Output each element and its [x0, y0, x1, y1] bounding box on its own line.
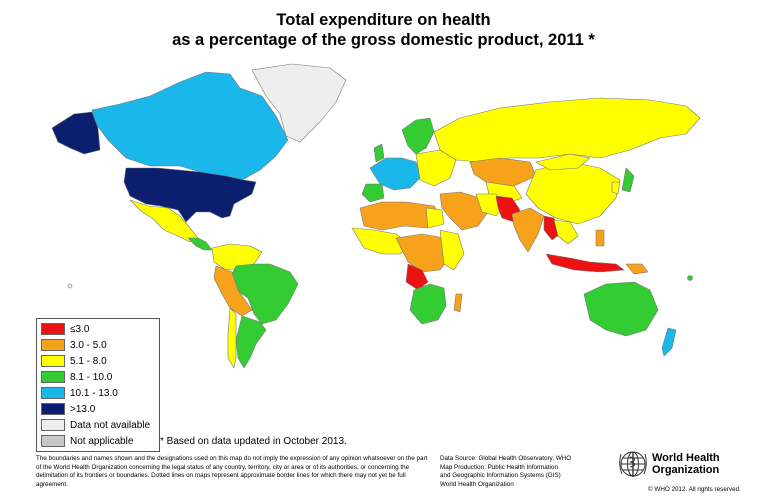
legend-swatch-not-applicable — [41, 435, 65, 447]
region-egypt — [425, 207, 445, 229]
region-southeast-asia — [553, 219, 579, 245]
legend-label-gt13: >13.0 — [70, 404, 96, 415]
region-canada — [91, 71, 289, 181]
region-middle-east — [439, 191, 489, 231]
map-title-line2: as a percentage of the gross domestic pr… — [172, 31, 595, 49]
region-russia — [433, 97, 701, 163]
region-east-africa — [439, 229, 465, 271]
data-update-footnote: * Based on data updated in October 2013. — [160, 436, 347, 447]
map-legend: ≤3.0 3.0 - 5.0 5.1 - 8.0 8.1 - 10.0 10.1… — [36, 318, 160, 452]
region-drc — [405, 263, 429, 291]
legend-swatch-10-13 — [41, 387, 65, 399]
source-line3: and Geographic Information Systems (GIS) — [440, 472, 561, 479]
legend-item-not-applicable: Not applicable — [41, 434, 157, 449]
legend-item-le3: ≤3.0 — [41, 322, 157, 337]
region-southern-africa — [409, 283, 447, 325]
legend-item-10-13: 10.1 - 13.0 — [41, 386, 157, 401]
legend-label-8-10: 8.1 - 10.0 — [70, 372, 113, 383]
region-iberia — [361, 183, 385, 203]
source-line2: Map Production: Public Health Informatio… — [440, 463, 558, 471]
legend-label-le3: ≤3.0 — [70, 324, 90, 335]
region-scandinavia — [401, 117, 435, 155]
who-wordmark-line1: World Health — [652, 452, 720, 464]
region-indonesia — [545, 253, 625, 273]
region-islands-hawaii — [67, 283, 73, 289]
who-wordmark: World Health Organization — [652, 452, 720, 476]
region-mongolia — [535, 153, 591, 171]
region-australia — [583, 281, 659, 337]
region-new-zealand — [661, 327, 677, 357]
legend-label-3-5: 3.0 - 5.0 — [70, 340, 107, 351]
region-islands-pacific — [687, 275, 693, 281]
region-kazakhstan — [469, 157, 537, 187]
map-title-line1: Total expenditure on health — [276, 11, 491, 29]
region-usa — [123, 167, 257, 223]
legend-swatch-not-available — [41, 419, 65, 431]
legend-swatch-gt13 — [41, 403, 65, 415]
region-alaska — [51, 111, 101, 155]
who-wordmark-line2: Organization — [652, 464, 720, 476]
region-philippines — [595, 229, 605, 247]
source-line1: Data Source: Global Health Observatory, … — [440, 455, 572, 462]
legend-item-not-available: Data not available — [41, 418, 157, 433]
copyright-notice: © WHO 2012. All rights reserved. — [648, 486, 741, 493]
region-uk — [373, 143, 385, 163]
region-greenland — [251, 63, 347, 143]
legend-swatch-8-10 — [41, 371, 65, 383]
legend-swatch-5-8 — [41, 355, 65, 367]
region-madagascar — [453, 293, 463, 313]
region-png — [625, 263, 649, 275]
region-central-america — [187, 237, 213, 251]
legend-item-gt13: >13.0 — [41, 402, 157, 417]
legend-label-10-13: 10.1 - 13.0 — [70, 388, 118, 399]
region-china — [525, 161, 621, 225]
region-argentina — [235, 315, 267, 369]
region-myanmar-laos — [543, 215, 561, 241]
legend-swatch-3-5 — [41, 339, 65, 351]
legend-item-5-8: 5.1 - 8.0 — [41, 354, 157, 369]
legend-item-8-10: 8.1 - 10.0 — [41, 370, 157, 385]
world-map — [51, 63, 701, 369]
who-emblem-icon — [619, 451, 647, 477]
map-disclaimer: The boundaries and names shown and the d… — [36, 455, 428, 488]
region-chile — [227, 307, 237, 369]
legend-label-5-8: 5.1 - 8.0 — [70, 356, 107, 367]
legend-label-not-available: Data not available — [70, 420, 151, 431]
region-india — [511, 207, 545, 253]
legend-swatch-le3 — [41, 323, 65, 335]
region-japan — [621, 167, 635, 193]
legend-label-not-applicable: Not applicable — [70, 436, 134, 447]
data-source-block: Data Source: Global Health Observatory, … — [440, 455, 610, 489]
legend-item-3-5: 3.0 - 5.0 — [41, 338, 157, 353]
region-korea — [611, 181, 621, 195]
source-line4: World Health Organization — [440, 480, 514, 488]
